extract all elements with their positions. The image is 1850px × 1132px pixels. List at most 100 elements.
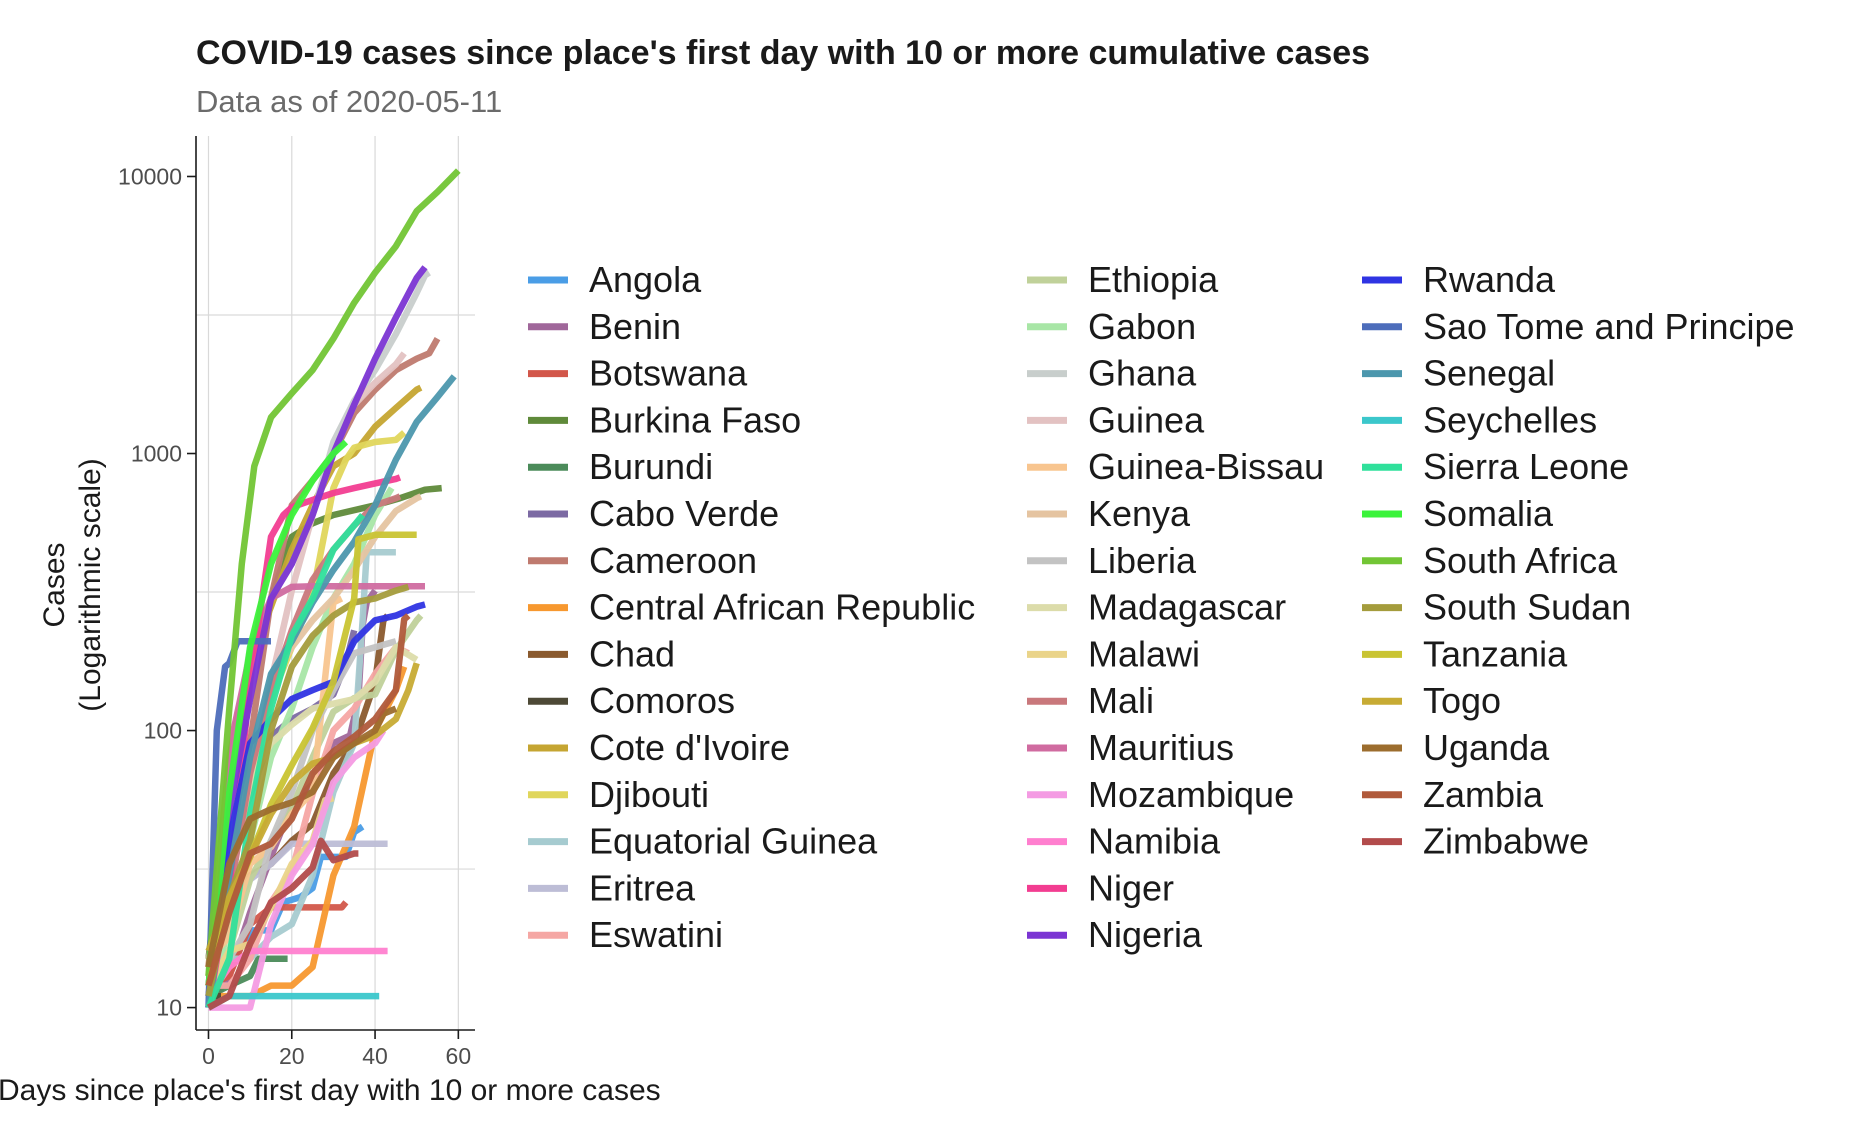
- series-line-mozambique: [208, 728, 387, 1011]
- legend-label-ghana: Ghana: [1088, 353, 1197, 394]
- legend-label-djibouti: Djibouti: [589, 774, 709, 815]
- x-tick-label-0: 0: [202, 1043, 215, 1069]
- y-axis-ticks: 10 100 1000 10000: [118, 163, 196, 1021]
- legend-item-somalia: Somalia: [1362, 493, 1554, 534]
- legend-item-togo: Togo: [1362, 680, 1501, 721]
- legend-item-zambia: Zambia: [1362, 774, 1544, 815]
- y-tick-label-10: 10: [156, 995, 182, 1021]
- x-tick-label-20: 20: [279, 1043, 305, 1069]
- legend-label-eritrea: Eritrea: [589, 867, 696, 908]
- legend-item-rwanda: Rwanda: [1362, 259, 1556, 300]
- legend-label-mali: Mali: [1088, 680, 1154, 721]
- legend-label-botswana: Botswana: [589, 353, 748, 394]
- legend-item-equatorial-guinea: Equatorial Guinea: [528, 821, 878, 862]
- legend-item-niger: Niger: [1027, 867, 1174, 908]
- legend-item-ghana: Ghana: [1027, 353, 1197, 394]
- legend-label-equatorial-guinea: Equatorial Guinea: [589, 821, 878, 862]
- legend-item-angola: Angola: [528, 259, 702, 300]
- legend-label-sao-tome-and-principe: Sao Tome and Principe: [1423, 306, 1795, 347]
- legend-item-nigeria: Nigeria: [1027, 914, 1203, 955]
- series-line-south-sudan: [205, 583, 410, 997]
- legend-item-liberia: Liberia: [1027, 540, 1197, 581]
- legend-label-burkina-faso: Burkina Faso: [589, 399, 801, 440]
- legend-item-eswatini: Eswatini: [528, 914, 723, 955]
- legend-item-zimbabwe: Zimbabwe: [1362, 821, 1589, 862]
- legend-item-ethiopia: Ethiopia: [1027, 259, 1219, 300]
- series-line-liberia: [206, 638, 397, 979]
- legend-item-malawi: Malawi: [1027, 633, 1200, 674]
- y-tick-label-1000: 1000: [131, 441, 182, 467]
- series-line-uganda: [205, 705, 398, 968]
- legend-item-mali: Mali: [1027, 680, 1154, 721]
- legend-label-gabon: Gabon: [1088, 306, 1196, 347]
- chart-subtitle: Data as of 2020-05-11: [196, 84, 502, 119]
- legend-item-uganda: Uganda: [1362, 727, 1550, 768]
- legend-item-tanzania: Tanzania: [1362, 633, 1568, 674]
- legend-item-cameroon: Cameroon: [528, 540, 757, 581]
- legend-label-south-africa: South Africa: [1423, 540, 1618, 581]
- y-axis-title: Cases: [38, 542, 71, 627]
- legend-item-senegal: Senegal: [1362, 353, 1555, 394]
- legend-label-cameroon: Cameroon: [589, 540, 757, 581]
- y-tick-label-10000: 10000: [118, 163, 182, 189]
- x-axis-title: Days since place's first day with 10 or …: [0, 1074, 661, 1107]
- legend-label-sierra-leone: Sierra Leone: [1423, 446, 1629, 487]
- series-lines: [205, 168, 461, 1011]
- legend-item-mozambique: Mozambique: [1027, 774, 1294, 815]
- legend-label-guinea-bissau: Guinea-Bissau: [1088, 446, 1324, 487]
- legend-label-seychelles: Seychelles: [1423, 399, 1597, 440]
- series-line-south-africa: [205, 168, 461, 977]
- plot-area: 10 100 1000 10000 0 20 40 60: [118, 136, 475, 1069]
- legend-label-kenya: Kenya: [1088, 493, 1191, 534]
- series-line-nigeria: [205, 265, 428, 986]
- x-tick-label-40: 40: [362, 1043, 388, 1069]
- legend-label-angola: Angola: [589, 259, 702, 300]
- legend-label-cabo-verde: Cabo Verde: [589, 493, 779, 534]
- legend-label-rwanda: Rwanda: [1423, 259, 1556, 300]
- series-line-zambia: [205, 613, 411, 987]
- legend-item-seychelles: Seychelles: [1362, 399, 1597, 440]
- legend-item-guinea: Guinea: [1027, 399, 1205, 440]
- legend-label-cote-d-ivoire: Cote d'Ivoire: [589, 727, 790, 768]
- legend-item-chad: Chad: [528, 633, 675, 674]
- y-axis-title-group: Cases (Logarithmic scale): [38, 458, 107, 711]
- legend-label-namibia: Namibia: [1088, 821, 1221, 862]
- legend-item-mauritius: Mauritius: [1027, 727, 1234, 768]
- chart-title: COVID-19 cases since place's first day w…: [196, 34, 1370, 72]
- x-axis-ticks: 0 20 40 60: [202, 1030, 471, 1069]
- legend-label-guinea: Guinea: [1088, 399, 1205, 440]
- y-axis-subtitle: (Logarithmic scale): [74, 458, 107, 711]
- legend-item-djibouti: Djibouti: [528, 774, 709, 815]
- legend-label-chad: Chad: [589, 633, 675, 674]
- x-tick-label-60: 60: [446, 1043, 472, 1069]
- legend-item-namibia: Namibia: [1027, 821, 1221, 862]
- legend-item-madagascar: Madagascar: [1027, 587, 1286, 628]
- legend-label-mozambique: Mozambique: [1088, 774, 1294, 815]
- legend-label-niger: Niger: [1088, 867, 1174, 908]
- legend-label-somalia: Somalia: [1423, 493, 1554, 534]
- legend-item-burundi: Burundi: [528, 446, 713, 487]
- legend-item-kenya: Kenya: [1027, 493, 1191, 534]
- y-tick-label-100: 100: [144, 718, 182, 744]
- legend-item-sao-tome-and-principe: Sao Tome and Principe: [1362, 306, 1795, 347]
- legend-item-sierra-leone: Sierra Leone: [1362, 446, 1629, 487]
- legend-item-central-african-republic: Central African Republic: [528, 587, 975, 628]
- legend-label-nigeria: Nigeria: [1088, 914, 1203, 955]
- legend-item-south-sudan: South Sudan: [1362, 587, 1631, 628]
- series-line-senegal: [205, 374, 457, 1009]
- legend-label-tanzania: Tanzania: [1423, 633, 1568, 674]
- legend-label-burundi: Burundi: [589, 446, 713, 487]
- legend-item-botswana: Botswana: [528, 353, 748, 394]
- legend-label-senegal: Senegal: [1423, 353, 1555, 394]
- legend-item-burkina-faso: Burkina Faso: [528, 399, 801, 440]
- series-line-burundi: [207, 955, 288, 1000]
- legend-label-zambia: Zambia: [1423, 774, 1544, 815]
- legend-item-comoros: Comoros: [528, 680, 735, 721]
- legend-label-comoros: Comoros: [589, 680, 735, 721]
- legend-item-gabon: Gabon: [1027, 306, 1196, 347]
- legend-label-liberia: Liberia: [1088, 540, 1197, 581]
- series-line-somalia: [205, 439, 349, 986]
- legend-label-malawi: Malawi: [1088, 633, 1200, 674]
- legend-label-ethiopia: Ethiopia: [1088, 259, 1219, 300]
